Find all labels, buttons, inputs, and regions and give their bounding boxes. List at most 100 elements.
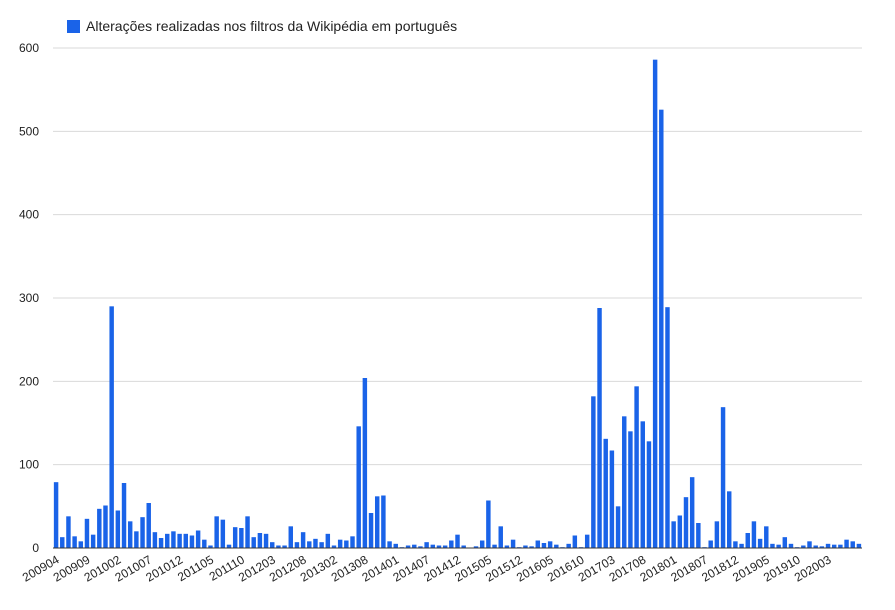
bar: [813, 545, 818, 548]
bar: [696, 523, 701, 548]
bar: [270, 542, 275, 548]
bar: [628, 431, 633, 548]
bar: [844, 539, 849, 548]
bar: [60, 537, 65, 548]
bar: [622, 416, 627, 548]
bar: [523, 545, 528, 548]
bar: [263, 533, 269, 548]
y-tick-label: 400: [19, 208, 39, 222]
bar: [442, 545, 448, 548]
bar: [183, 533, 188, 548]
bar: [479, 540, 485, 548]
bar: [368, 513, 374, 548]
bar: [566, 543, 571, 548]
bar: [677, 515, 683, 548]
bar: [850, 541, 855, 548]
bar: [430, 544, 436, 548]
y-tick-label: 200: [19, 374, 39, 388]
legend: Alterações realizadas nos filtros da Wik…: [67, 18, 457, 34]
bar: [652, 59, 658, 549]
bar: [498, 526, 503, 548]
legend-swatch: [67, 19, 80, 33]
bar: [838, 544, 843, 548]
bar: [733, 541, 738, 548]
bar: [720, 407, 726, 548]
bar: [90, 534, 96, 548]
bar: [282, 545, 287, 548]
bar: [646, 441, 652, 548]
bar: [134, 531, 139, 548]
x-axis-ticks: 2009042009092010022010072010122011052011…: [20, 552, 834, 584]
bar: [807, 541, 812, 548]
bar: [671, 521, 676, 548]
bar: [554, 544, 559, 548]
bar: [344, 540, 349, 548]
bar: [121, 483, 127, 548]
bar: [597, 308, 602, 548]
bar: [412, 544, 417, 548]
bar: [195, 530, 201, 548]
bar: [504, 545, 510, 548]
bar: [801, 545, 806, 548]
bar: [541, 543, 547, 548]
bar: [97, 508, 102, 548]
bar: [770, 543, 775, 548]
bar: [825, 543, 831, 548]
bar: [615, 506, 621, 548]
bar: [510, 539, 516, 548]
bar: [177, 533, 182, 548]
bar: [300, 532, 306, 548]
bar: [665, 307, 670, 548]
bar: [115, 510, 121, 548]
bar: [727, 491, 732, 548]
bar: [764, 526, 769, 548]
bar: [319, 542, 324, 548]
bar: [683, 497, 689, 548]
legend-label: Alterações realizadas nos filtros da Wik…: [86, 18, 458, 34]
bar: [313, 538, 318, 548]
bar: [245, 516, 250, 548]
bar: [140, 517, 145, 548]
bar: [387, 541, 392, 548]
gridlines: [53, 47, 862, 466]
bar: [405, 545, 411, 548]
bar: [226, 544, 232, 548]
bar: [53, 482, 59, 548]
bar: [486, 500, 491, 548]
bar: [572, 535, 578, 548]
bar: [782, 537, 788, 548]
bar: [449, 540, 454, 548]
bar: [659, 109, 664, 549]
bar: [819, 546, 825, 548]
bar: [714, 521, 720, 548]
bar: [331, 545, 337, 548]
bar: [418, 546, 423, 548]
bar: [393, 543, 398, 548]
bar: [214, 516, 219, 548]
bar: [325, 533, 331, 548]
bar: [337, 539, 343, 548]
bar: [424, 542, 429, 548]
bar: [232, 527, 238, 548]
bar: [251, 537, 256, 548]
bar: [307, 541, 312, 548]
bar: [288, 526, 293, 548]
bar: [640, 421, 645, 548]
bar: [708, 540, 713, 548]
bar: [757, 538, 763, 548]
y-tick-label: 100: [19, 458, 39, 472]
bar: [78, 541, 84, 548]
bar: [66, 516, 71, 548]
bar: [374, 496, 380, 548]
bar: [103, 505, 108, 548]
y-axis-ticks: 0 100 200 300 400 500 600: [19, 41, 39, 555]
bar: [436, 545, 442, 548]
bar: [455, 534, 460, 548]
y-tick-label: 300: [19, 291, 39, 305]
bar: [220, 519, 226, 548]
bar: [127, 521, 133, 548]
bar: [350, 536, 355, 548]
bar: [109, 306, 114, 548]
bars: [53, 59, 862, 549]
